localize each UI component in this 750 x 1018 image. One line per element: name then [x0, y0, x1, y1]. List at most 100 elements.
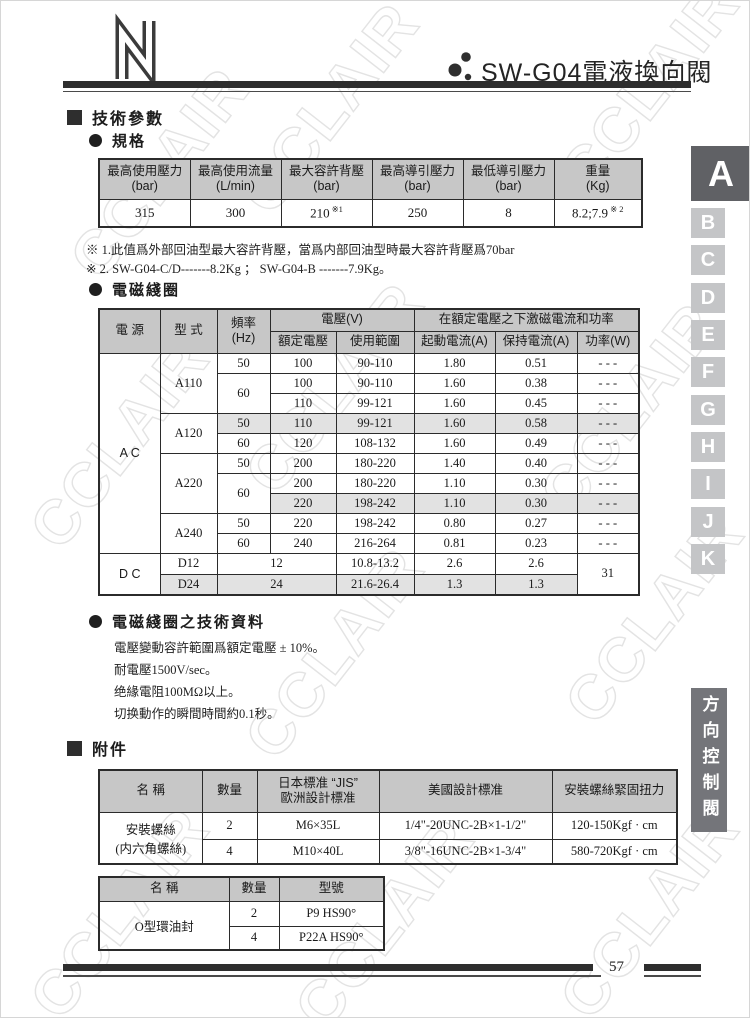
- section-spec: 規格: [89, 130, 146, 151]
- table-cell: 0.58: [494, 412, 578, 434]
- table-cell: 4: [228, 925, 280, 951]
- table-row: O型環油封 2 P9 HS90°: [98, 900, 385, 951]
- sidebar-tab-F[interactable]: F: [691, 357, 725, 387]
- table-cell: 90-110: [335, 352, 415, 374]
- table-cell: 安裝螺絲 (内六角螺絲): [98, 811, 203, 865]
- table-cell: 110: [269, 412, 337, 434]
- table-cell: A120: [159, 412, 218, 454]
- table-row: A220 50 200 180-220 1.40 0.40 - - -: [99, 452, 640, 514]
- section-tech-params: 技術參數: [67, 105, 164, 129]
- table-cell: 0.80: [413, 512, 496, 534]
- table-row: 110 99-121 1.60 0.45 - - -: [99, 392, 640, 414]
- category-label: 方向控制閥: [699, 695, 719, 825]
- sidebar-tab-E[interactable]: E: [691, 320, 725, 350]
- table-cell: 580-720Kgf · cm: [551, 838, 678, 865]
- table-cell: 0.38: [494, 372, 578, 394]
- sidebar-tab-B[interactable]: B: [691, 208, 725, 238]
- footer-rule-thick-right: [644, 964, 701, 971]
- table-cell: 1/4"-20UNC-2B×1-1/2": [378, 811, 553, 840]
- table-cell: 1.60: [413, 392, 496, 414]
- table-header-cell: 起動電流(A): [413, 330, 496, 354]
- table-header-cell: 名 稱: [98, 876, 230, 902]
- table-header-cell: 最高導引壓力 (bar): [371, 158, 464, 200]
- circle-bullet-icon: [89, 134, 102, 147]
- table-cell: 8.2;7.9 ※ 2: [553, 198, 643, 228]
- table-cell: - - -: [576, 392, 640, 414]
- table-cell: - - -: [576, 492, 640, 514]
- table-cell: 240: [269, 532, 337, 554]
- table-row: 電 源 型 式 頻率 (Hz) 電壓(V) 在額定電壓之下激磁電流和功率: [98, 308, 640, 354]
- table-cell: 300: [189, 198, 282, 228]
- table-header-cell: 美國設計標准: [378, 769, 553, 813]
- table-cell: 0.45: [494, 392, 578, 414]
- sidebar-tab-A[interactable]: A: [691, 146, 749, 201]
- sidebar-tab-I[interactable]: I: [691, 469, 725, 499]
- table-cell: - - -: [576, 352, 640, 374]
- table-cell: 24: [216, 573, 337, 596]
- table-cell: M10×40L: [256, 838, 380, 865]
- table-cell: 250: [371, 198, 464, 228]
- footer-rule-thin: [63, 975, 601, 977]
- table-cell: 200: [269, 452, 337, 474]
- table-cell: 210 ※1: [280, 198, 373, 228]
- table-cell: - - -: [576, 452, 640, 474]
- table-header-cell: 型 式: [159, 308, 218, 354]
- table-cell: M6×35L: [256, 811, 380, 840]
- table-cell: 108-132: [335, 432, 415, 454]
- square-bullet-icon: [67, 740, 82, 756]
- table-cell: 0.27: [494, 512, 578, 534]
- table-header-cell: 電壓(V): [269, 308, 415, 332]
- table-cell: 1.60: [413, 412, 496, 434]
- sidebar-tab-G[interactable]: G: [691, 395, 725, 425]
- table-header-cell: 電 源: [98, 308, 161, 354]
- section-title: 技術參數: [92, 111, 165, 128]
- sidebar-tab-J[interactable]: J: [691, 507, 725, 537]
- table-cell: 200: [269, 472, 337, 494]
- table-header-cell: 重量 (Kg): [553, 158, 643, 200]
- sidebar-tab-C[interactable]: C: [691, 245, 725, 275]
- sidebar-tab-K[interactable]: K: [691, 544, 725, 574]
- table-cell: D24: [159, 573, 218, 596]
- table-cell: - - -: [576, 532, 640, 554]
- table-cell: A240: [159, 512, 218, 554]
- table-header-cell: 功率(W): [576, 330, 640, 354]
- table-row: A120 50 110 99-121 1.60 0.58 - - -: [99, 412, 640, 454]
- table-row: 60 120 108-132 1.60 0.49 - - -: [99, 432, 640, 454]
- table-row: 4 M10×40L 3/8"-16UNC-2B×1-3/4" 580-720Kg…: [99, 838, 678, 865]
- footnote-1: ※ 1.此值爲外部回油型最大容許背壓，當爲内部回油型時最大容許背壓爲70bar: [86, 243, 515, 257]
- table-cell: 60: [216, 532, 271, 554]
- table-cell: - - -: [576, 472, 640, 494]
- table-cell: 1.10: [413, 492, 496, 514]
- table-header-cell: 頻率 (Hz): [216, 308, 271, 354]
- table-header-cell: 型號: [278, 876, 385, 902]
- table-cell: 1.40: [413, 452, 496, 474]
- brand-logo: [115, 13, 156, 85]
- table-cell: 0.51: [494, 352, 578, 374]
- table-row: A C A110 50 100 90-110 1.80 0.51 - - -: [98, 352, 640, 554]
- table-cell: D12: [159, 552, 218, 575]
- table-cell: 1.80: [413, 352, 496, 374]
- table-cell: 315: [98, 198, 191, 228]
- table-cell: 60: [216, 372, 271, 414]
- table-cell: 180-220: [335, 452, 415, 474]
- table-cell: P9 HS90°: [278, 900, 385, 927]
- coil-table: 電 源 型 式 頻率 (Hz) 電壓(V) 在額定電壓之下激磁電流和功率 額定電壓…: [98, 308, 641, 596]
- table-cell: 198-242: [335, 492, 415, 514]
- coil-tech-line: 切换動作的瞬間時間約0.1秒。: [114, 707, 280, 721]
- table-cell: 180-220: [335, 472, 415, 494]
- table-header-cell: 最高使用流量 (L/min): [189, 158, 282, 200]
- table-cell: 1.3: [413, 573, 496, 596]
- table-cell: 216-264: [335, 532, 415, 554]
- sidebar-tab-H[interactable]: H: [691, 432, 725, 462]
- table-cell: 220: [269, 512, 337, 534]
- footer-rule-thick: [63, 964, 593, 971]
- table-row: 220 198-242 1.10 0.30 - - -: [99, 492, 640, 514]
- table-cell: 110: [269, 392, 337, 414]
- square-bullet-icon: [67, 109, 82, 125]
- footnote-2: ※ 2. SW-G04-C/D-------8.2Kg ； SW-G04-B -…: [86, 262, 392, 276]
- sidebar-tab-D[interactable]: D: [691, 283, 725, 313]
- table-cell: 198-242: [335, 512, 415, 534]
- table-cell: A110: [159, 352, 218, 414]
- table-cell: 8: [462, 198, 555, 228]
